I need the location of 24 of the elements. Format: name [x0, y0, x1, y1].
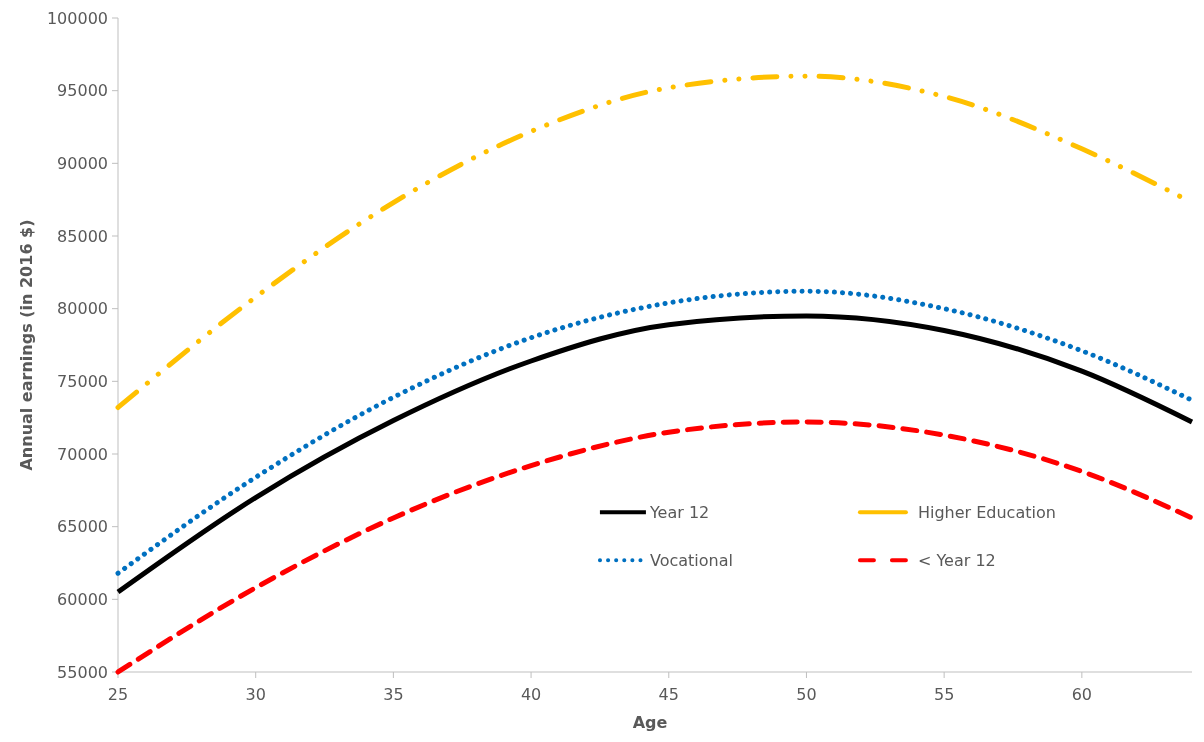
y-tick-label: 95000 — [57, 81, 108, 101]
x-tick-label: 45 — [658, 685, 679, 704]
legend-label: < Year 12 — [917, 550, 996, 570]
y-axis-title: Annual earnings (in 2016 $) — [17, 219, 36, 471]
y-tick-label: 90000 — [57, 153, 108, 173]
y-tick-label: 60000 — [57, 589, 108, 609]
x-tick-label: 50 — [796, 685, 817, 704]
x-tick-label: 60 — [1071, 685, 1093, 704]
y-tick-label: 80000 — [57, 299, 108, 319]
y-tick-label: 75000 — [57, 371, 108, 391]
legend-label: Higher Education — [917, 502, 1056, 522]
x-tick-label: 55 — [933, 685, 955, 704]
legend-label: Year 12 — [648, 502, 710, 522]
legend-label: Vocational — [649, 550, 733, 570]
y-tick-label: 100000 — [46, 8, 108, 28]
x-tick-label: 35 — [383, 685, 404, 704]
x-tick-label: 30 — [245, 685, 266, 704]
x-tick-label: 40 — [520, 685, 542, 704]
x-tick-label: 25 — [107, 685, 129, 704]
y-tick-label: 55000 — [57, 662, 108, 682]
x-axis-title: Age — [632, 713, 668, 732]
y-tick-label: 65000 — [57, 517, 108, 537]
y-tick-label: 85000 — [57, 226, 108, 246]
y-tick-label: 70000 — [57, 444, 108, 464]
